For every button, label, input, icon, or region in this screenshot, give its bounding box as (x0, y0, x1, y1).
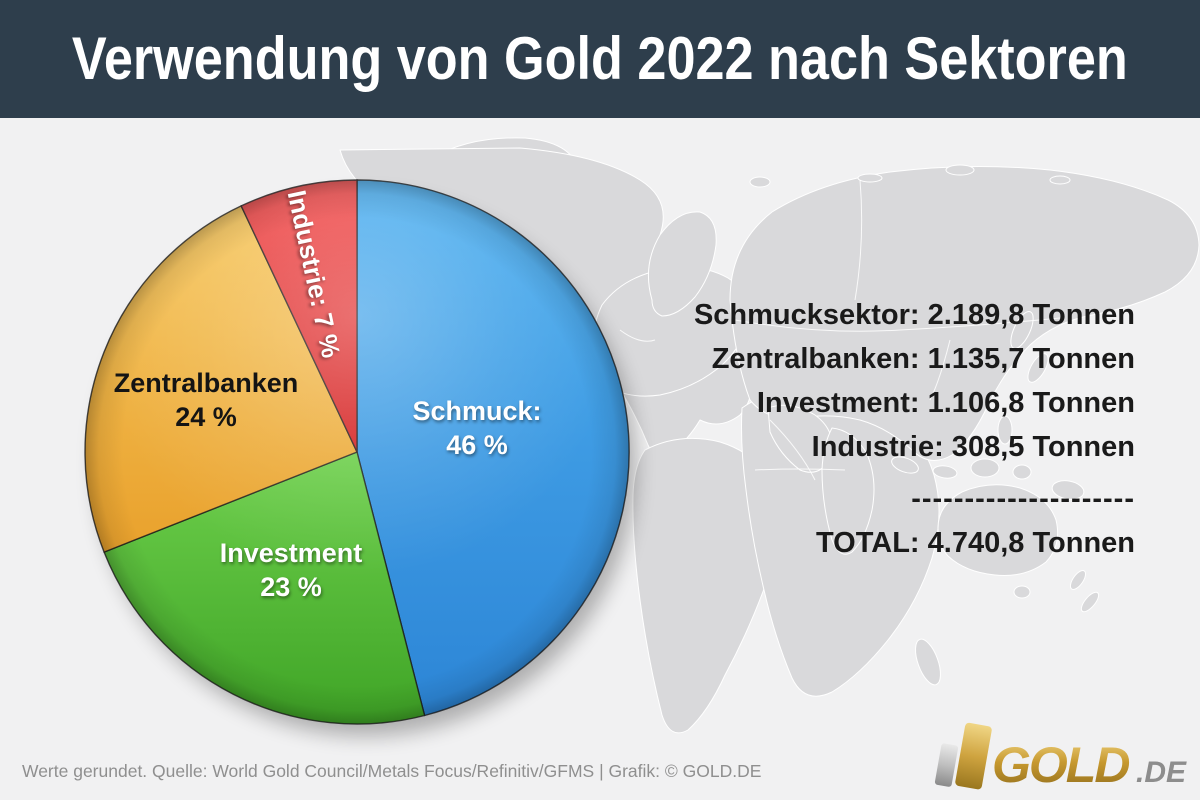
gold-de-logo: GOLD .DE (934, 722, 1187, 793)
pie-label-schmuck-name: Schmuck: (412, 396, 542, 426)
pie-label-investment: Investment 23 % (220, 536, 363, 604)
map-sumatra (891, 456, 919, 474)
map-new-zealand-south (1080, 591, 1100, 613)
logo-gold-bar-icon (955, 722, 992, 790)
pie-label-zentralbanken-percent: 24 % (175, 402, 237, 432)
map-sulawesi (1012, 464, 1032, 480)
pie-label-investment-name: Investment (219, 538, 363, 568)
logo-de-suffix: .DE (1136, 756, 1187, 789)
map-australia (937, 484, 1059, 576)
stat-line-industrie: Industrie: 308,5 Tonnen (811, 431, 1135, 463)
map-scandinavia (647, 211, 717, 317)
source-attribution: Werte gerundet. Quelle: World Gold Counc… (22, 761, 762, 781)
stat-line-zentralbanken: Zentralbanken: 1.135,7 Tonnen (711, 343, 1135, 375)
pie-label-zentralbanken: Zentralbanken 24 % (114, 366, 299, 434)
stat-line-schmucksektor: Schmucksektor: 2.189,8 Tonnen (693, 299, 1135, 331)
pie-label-schmuck: Schmuck: 46 % (412, 394, 541, 462)
logo-silver-bar-icon (934, 743, 959, 787)
total-line: TOTAL: 4.740,8 Tonnen (815, 527, 1135, 559)
divider-dashes: --------------------- (911, 483, 1135, 515)
stat-line-investment: Investment: 1.106,8 Tonnen (756, 387, 1135, 419)
map-new-zealand-north (1069, 570, 1087, 590)
map-tasmania (1013, 585, 1031, 599)
pie-label-investment-percent: 23 % (260, 572, 322, 602)
pie-label-schmuck-percent: 46 % (446, 430, 508, 460)
map-borders (619, 179, 1061, 481)
logo-gold-text: GOLD (992, 737, 1129, 793)
map-borneo (970, 458, 1000, 478)
map-india (821, 427, 875, 555)
map-svalbard (749, 176, 771, 188)
page-title: Verwendung von Gold 2022 nach Sektoren (72, 25, 1128, 92)
pie-slices (84, 179, 630, 725)
map-japan-south (1027, 353, 1049, 383)
pie-label-zentralbanken-name: Zentralbanken (113, 368, 299, 398)
map-asia (729, 165, 1200, 461)
stats-panel: Schmucksektor: 2.189,8 Tonnen Zentralban… (694, 293, 1135, 565)
map-arctic-island-3 (1049, 175, 1071, 185)
header-bar: Verwendung von Gold 2022 nach Sektoren (0, 0, 1200, 118)
map-java (932, 465, 958, 479)
map-philippines (997, 415, 1013, 445)
map-madagascar (915, 638, 941, 686)
map-arctic-island-2 (945, 164, 975, 176)
map-arctic-island-1 (857, 173, 883, 183)
map-new-guinea (1051, 480, 1085, 500)
pie-label-industrie-percent: 7 % (307, 310, 347, 361)
